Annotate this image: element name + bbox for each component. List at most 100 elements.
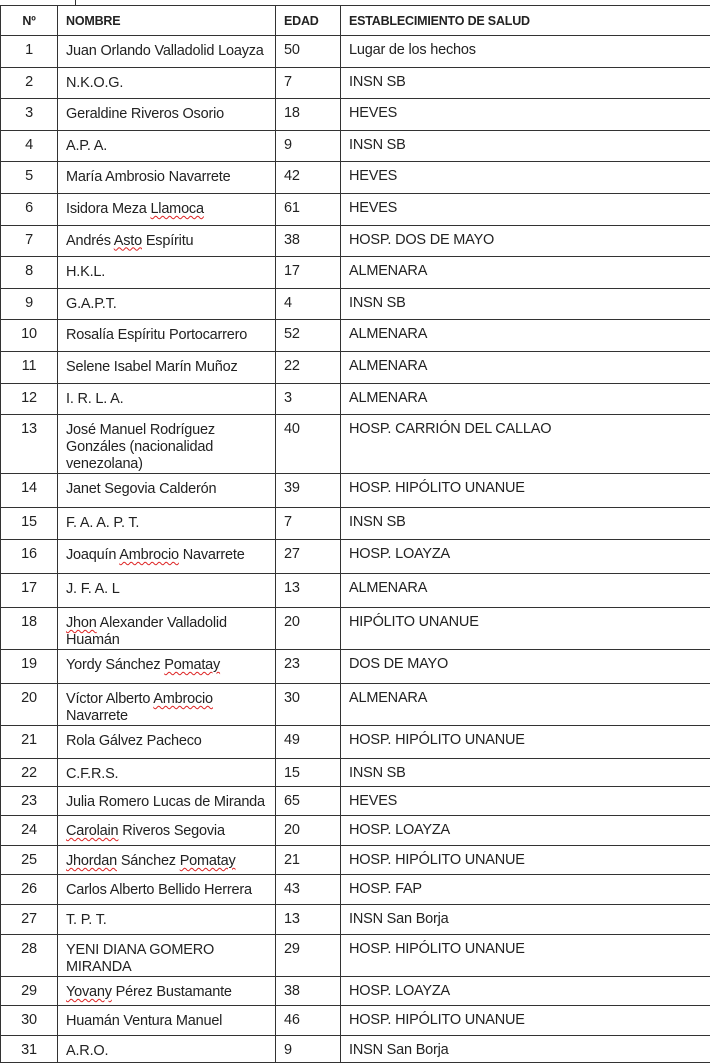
row-number: 9: [1, 288, 58, 320]
row-name: Yovany Pérez Bustamante: [58, 977, 276, 1006]
row-name: Selene Isabel Marín Muñoz: [58, 351, 276, 383]
row-facility: INSN SB: [341, 508, 710, 540]
row-number: 29: [1, 977, 58, 1006]
row-name: Jhordan Sánchez Pomatay: [58, 846, 276, 875]
row-age: 9: [276, 1036, 341, 1063]
row-facility: HEVES: [341, 787, 710, 816]
spellcheck-flag: Llamoca: [150, 201, 203, 217]
header-name: NOMBRE: [58, 6, 276, 36]
spellcheck-flag: Pomatay: [164, 657, 220, 673]
row-name: H.K.L.: [58, 257, 276, 289]
row-number: 26: [1, 875, 58, 905]
row-facility: INSN SB: [341, 130, 710, 162]
row-age: 20: [276, 608, 341, 650]
row-facility: HOSP. HIPÓLITO UNANUE: [341, 846, 710, 875]
row-age: 15: [276, 759, 341, 787]
row-facility: ALMENARA: [341, 684, 710, 726]
row-name: Isidora Meza Llamoca: [58, 193, 276, 225]
row-age: 40: [276, 415, 341, 474]
row-name: María Ambrosio Navarrete: [58, 162, 276, 194]
header-number: Nº: [1, 6, 58, 36]
row-number: 1: [1, 36, 58, 68]
row-facility: HEVES: [341, 162, 710, 194]
row-number: 4: [1, 130, 58, 162]
row-age: 18: [276, 99, 341, 131]
row-age: 17: [276, 257, 341, 289]
row-age: 61: [276, 193, 341, 225]
row-age: 7: [276, 67, 341, 99]
row-number: 10: [1, 320, 58, 352]
row-name: Carlos Alberto Bellido Herrera: [58, 875, 276, 905]
row-name: Andrés Asto Espíritu: [58, 225, 276, 257]
row-number: 23: [1, 787, 58, 816]
row-facility: INSN SB: [341, 288, 710, 320]
row-number: 17: [1, 574, 58, 608]
row-number: 8: [1, 257, 58, 289]
row-name: Yordy Sánchez Pomatay: [58, 650, 276, 684]
row-facility: INSN SB: [341, 67, 710, 99]
row-name: Juan Orlando Valladolid Loayza: [58, 36, 276, 68]
row-age: 13: [276, 574, 341, 608]
row-age: 42: [276, 162, 341, 194]
row-facility: HIPÓLITO UNANUE: [341, 608, 710, 650]
row-age: 50: [276, 36, 341, 68]
row-age: 4: [276, 288, 341, 320]
row-age: 27: [276, 540, 341, 574]
row-facility: DOS DE MAYO: [341, 650, 710, 684]
row-name: Rosalía Espíritu Portocarrero: [58, 320, 276, 352]
row-facility: ALMENARA: [341, 320, 710, 352]
row-number: 25: [1, 846, 58, 875]
row-age: 46: [276, 1006, 341, 1036]
victims-table: Nº NOMBRE EDAD ESTABLECIMIENTO DE SALUD …: [0, 5, 710, 1063]
row-age: 13: [276, 905, 341, 935]
spellcheck-flag: Ambrocio: [119, 547, 179, 563]
header-age: EDAD: [276, 6, 341, 36]
row-name: Huamán Ventura Manuel: [58, 1006, 276, 1036]
row-age: 49: [276, 726, 341, 759]
row-age: 23: [276, 650, 341, 684]
row-number: 12: [1, 383, 58, 415]
row-number: 15: [1, 508, 58, 540]
row-facility: Lugar de los hechos: [341, 36, 710, 68]
row-name: Julia Romero Lucas de Miranda: [58, 787, 276, 816]
row-facility: HOSP. HIPÓLITO UNANUE: [341, 935, 710, 977]
row-name: A.R.O.: [58, 1036, 276, 1063]
row-facility: HOSP. HIPÓLITO UNANUE: [341, 1006, 710, 1036]
row-name: Janet Segovia Calderón: [58, 474, 276, 508]
row-facility: HOSP. HIPÓLITO UNANUE: [341, 726, 710, 759]
row-age: 38: [276, 977, 341, 1006]
row-name: José Manuel Rodríguez Gonzáles (nacional…: [58, 415, 276, 474]
row-name: J. F. A. L: [58, 574, 276, 608]
row-number: 13: [1, 415, 58, 474]
row-name: A.P. A.: [58, 130, 276, 162]
row-age: 29: [276, 935, 341, 977]
spellcheck-flag: Pomatay: [180, 853, 236, 869]
row-facility: ALMENARA: [341, 383, 710, 415]
row-name: N.K.O.G.: [58, 67, 276, 99]
row-age: 9: [276, 130, 341, 162]
row-number: 30: [1, 1006, 58, 1036]
spellcheck-flag: Carolain: [66, 823, 118, 839]
row-facility: HOSP. LOAYZA: [341, 540, 710, 574]
row-facility: ALMENARA: [341, 257, 710, 289]
row-facility: INSN SB: [341, 759, 710, 787]
header-row: Nº NOMBRE EDAD ESTABLECIMIENTO DE SALUD: [1, 6, 710, 36]
row-name: Jhon Alexander Valladolid Huamán: [58, 608, 276, 650]
row-age: 21: [276, 846, 341, 875]
